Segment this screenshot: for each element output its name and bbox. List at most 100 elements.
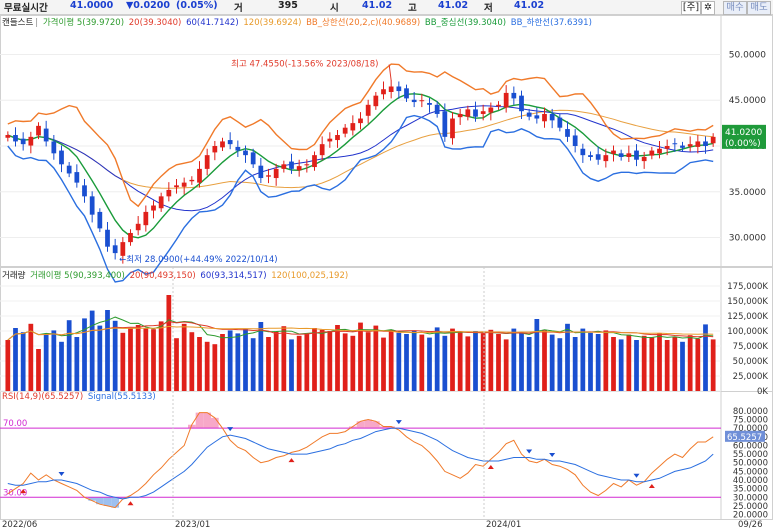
- candle-body: [281, 164, 287, 169]
- candle-body: [59, 150, 64, 165]
- candle-body: [204, 155, 210, 169]
- volume-bar: [710, 339, 716, 391]
- x-axis-label: 2024/01: [486, 520, 521, 530]
- high-value: 41.02: [438, 0, 469, 11]
- volume-bar: [465, 336, 471, 391]
- candle-body: [151, 205, 156, 211]
- candle-body: [618, 153, 624, 157]
- volume-ma120-line: [7, 325, 714, 341]
- chart-style-label[interactable]: 캔들스트: [2, 18, 34, 28]
- candle-body: [97, 211, 103, 229]
- volume-bar: [503, 339, 509, 391]
- candle-body: [135, 223, 141, 231]
- rsi-sell-arrow: [549, 453, 556, 457]
- volume-bar: [296, 335, 302, 391]
- legend-volume[interactable]: 거래량: [2, 271, 26, 281]
- period-button[interactable]: [주]: [681, 1, 701, 15]
- volume-bar: [373, 325, 379, 391]
- volume-bar: [189, 332, 195, 391]
- volume-bar: [450, 328, 455, 391]
- legend-ma20[interactable]: 20(39.3040): [128, 18, 182, 28]
- legend-signal[interactable]: Signal(55.5133): [87, 392, 156, 402]
- candle-body: [526, 112, 532, 117]
- sell-button[interactable]: 매도: [747, 1, 771, 15]
- legend-vol-ma60[interactable]: 60(93,314,517): [200, 271, 267, 281]
- open-label: 시: [330, 3, 339, 14]
- candle-body: [626, 153, 632, 157]
- legend-ma120[interactable]: 120(39.6924): [243, 18, 302, 28]
- legend-rsi[interactable]: RSI(14,9)(65.5257): [2, 392, 84, 402]
- volume-bar: [496, 334, 501, 391]
- volume-bar: [473, 331, 478, 391]
- volume-axis-tick: 50,000K: [733, 357, 769, 367]
- rsi-axis-tick: 30.0000: [733, 493, 768, 503]
- volume-bar: [135, 325, 141, 391]
- volume-bar: [250, 338, 256, 391]
- bb-lower-line: [7, 114, 714, 283]
- volume-bar: [166, 295, 172, 391]
- candle-body: [128, 232, 133, 243]
- gear-icon: ✲: [704, 2, 712, 13]
- volume-bar: [158, 321, 164, 391]
- legend-vol-ma120[interactable]: 120(100,025,192): [271, 271, 349, 281]
- bb-middle-line: [7, 93, 714, 239]
- candle-body: [411, 99, 417, 103]
- volume-bar: [442, 335, 448, 391]
- volume-bar: [312, 328, 317, 391]
- rsi-overbought-fill: [356, 421, 365, 429]
- legend-ma60[interactable]: 60(41.7142): [186, 18, 239, 28]
- rsi-axis-tick: 40.0000: [733, 476, 768, 486]
- candle-body: [649, 150, 655, 156]
- candle-body: [534, 115, 540, 119]
- candle-body: [434, 104, 440, 114]
- candle-body: [572, 135, 578, 146]
- legend-bb-upper[interactable]: BB_상한선(20,2,c)(40.9689): [306, 18, 421, 28]
- legend-bb-middle[interactable]: BB_중심선(39.3040): [424, 18, 507, 28]
- candle-body: [28, 136, 34, 146]
- low-annotation: ←최저 28.0900(+44.49% 2022/10/14): [119, 254, 277, 265]
- volume-bar: [626, 334, 632, 391]
- rsi-axis-tick: 25.0000: [733, 502, 768, 512]
- candle-body: [549, 113, 555, 121]
- high-annotation-pointer: [388, 64, 392, 81]
- rsi-oversold-fill: [111, 497, 119, 508]
- buy-button[interactable]: 매수: [723, 1, 747, 15]
- volume-bar: [89, 310, 95, 391]
- price-axis-tick: 45.0000: [729, 96, 766, 106]
- legend-vol-ma5[interactable]: 거래이평 5(90,393,400): [30, 271, 125, 281]
- volume-bar: [151, 329, 156, 391]
- legend-bb-lower[interactable]: BB_하한선(37.6391): [510, 18, 592, 28]
- volume-bar: [618, 339, 624, 391]
- rsi-axis-tick: 80.0000: [733, 407, 768, 417]
- settings-button[interactable]: ✲: [701, 1, 715, 15]
- volume-value: 395: [278, 0, 298, 11]
- x-axis-label: 2023/01: [175, 520, 210, 530]
- candle-body: [703, 141, 708, 146]
- volume-bar: [350, 335, 356, 391]
- rsi-value-tag: [725, 430, 765, 442]
- volume-bar: [20, 332, 26, 391]
- mode-label[interactable]: 무료실시간: [4, 3, 48, 14]
- candle-body: [143, 211, 149, 226]
- signal-line: [7, 427, 714, 500]
- x-axis-label: 2022/06: [2, 520, 37, 530]
- rsi-overbought-fill: [349, 426, 357, 429]
- legend-vol-ma20[interactable]: 20(90,493,150): [129, 271, 196, 281]
- candle-body: [189, 179, 195, 182]
- candle-body: [465, 109, 471, 117]
- rsi-overbought-fill: [372, 421, 380, 429]
- rsi-overbought-fill: [379, 426, 388, 429]
- legend-ma5[interactable]: 가격이평 5(39.9720): [42, 18, 125, 28]
- volume-ma5-line: [7, 316, 714, 341]
- rsi-legend: RSI(14,9)(65.5257) Signal(55.5133): [2, 392, 158, 402]
- volume-bar: [396, 332, 402, 391]
- candle-body: [212, 146, 218, 153]
- rsi-axis-tick: 50.0000: [733, 459, 768, 469]
- volume-bar: [82, 318, 87, 391]
- candle-body: [687, 144, 693, 147]
- volume-bar: [174, 338, 179, 391]
- candle-body: [266, 175, 271, 177]
